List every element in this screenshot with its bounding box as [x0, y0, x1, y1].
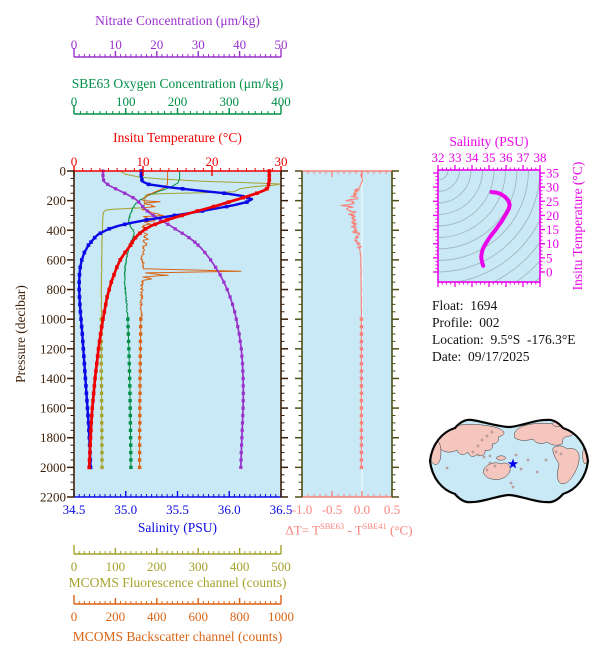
float-id-line: Float: 1694 — [432, 298, 498, 313]
nitrate-axis-title: Nitrate Concentration (μm/kg) — [95, 13, 260, 28]
svg-text:30: 30 — [546, 180, 559, 195]
svg-text:36: 36 — [500, 150, 514, 165]
ts-temperature-axis-title: Insitu Temperature (°C) — [570, 161, 585, 291]
svg-text:0: 0 — [71, 609, 78, 624]
svg-text:400: 400 — [271, 94, 291, 109]
svg-text:400: 400 — [147, 609, 167, 624]
float-info-block: Float: 1694 Profile: 002 Location: 9.5°S… — [432, 297, 576, 365]
svg-text:20: 20 — [206, 154, 219, 169]
svg-text:0: 0 — [60, 164, 67, 179]
svg-text:400: 400 — [47, 223, 67, 238]
svg-text:200: 200 — [47, 193, 67, 208]
svg-text:600: 600 — [188, 609, 208, 624]
svg-text:35: 35 — [483, 150, 496, 165]
map-continents — [430, 420, 588, 489]
svg-text:34.5: 34.5 — [63, 502, 86, 517]
date-line: Date: 09/17/2025 — [432, 349, 530, 364]
fluorescence-axis-title: MCOMS Fluorescence channel (counts) — [68, 575, 287, 590]
delta-t-panel: -1.0 -0.5 0.0 0.5 — [292, 170, 400, 517]
svg-text:800: 800 — [47, 282, 67, 297]
svg-text:36.5: 36.5 — [270, 502, 293, 517]
svg-text:100: 100 — [106, 559, 126, 574]
svg-text:2000: 2000 — [40, 460, 66, 475]
svg-text:36.0: 36.0 — [218, 502, 241, 517]
svg-text:1000: 1000 — [268, 609, 294, 624]
backscatter-axis-title: MCOMS Backscatter channel (counts) — [72, 629, 283, 644]
salinity-axis-title: Salinity (PSU) — [137, 520, 218, 535]
svg-text:30: 30 — [192, 37, 205, 52]
temperature-axis-title: Insitu Temperature (°C) — [113, 130, 242, 145]
svg-text:20: 20 — [546, 208, 559, 223]
svg-text:2200: 2200 — [40, 490, 66, 505]
svg-text:0.5: 0.5 — [384, 502, 400, 517]
svg-text:400: 400 — [230, 559, 250, 574]
svg-text:50: 50 — [275, 37, 288, 52]
svg-text:500: 500 — [271, 559, 291, 574]
svg-text:0: 0 — [71, 154, 78, 169]
svg-text:600: 600 — [47, 252, 67, 267]
svg-text:200: 200 — [168, 94, 188, 109]
svg-text:0: 0 — [71, 37, 78, 52]
svg-text:1800: 1800 — [40, 430, 66, 445]
svg-text:10: 10 — [546, 236, 559, 251]
svg-text:1000: 1000 — [40, 312, 66, 327]
location-line: Location: 9.5°S -176.3°E — [432, 332, 576, 347]
svg-text:300: 300 — [220, 94, 240, 109]
float-location-marker — [507, 458, 519, 469]
svg-text:1400: 1400 — [40, 371, 66, 386]
svg-text:30: 30 — [275, 154, 288, 169]
profile-line: Profile: 002 — [432, 315, 500, 330]
svg-text:20: 20 — [150, 37, 163, 52]
svg-text:-0.5: -0.5 — [322, 502, 343, 517]
svg-text:0: 0 — [546, 265, 553, 280]
svg-text:0: 0 — [71, 94, 78, 109]
svg-text:37: 37 — [517, 150, 531, 165]
svg-text:33: 33 — [449, 150, 462, 165]
svg-text:200: 200 — [147, 559, 167, 574]
svg-text:300: 300 — [188, 559, 208, 574]
oxygen-axis-title: SBE63 Oxygen Concentration (μm/kg) — [71, 76, 284, 91]
svg-text:25: 25 — [546, 194, 559, 209]
svg-text:200: 200 — [106, 609, 126, 624]
svg-text:0: 0 — [71, 559, 78, 574]
svg-text:10: 10 — [137, 154, 150, 169]
svg-text:32: 32 — [432, 150, 445, 165]
delta-t-axis-label: ΔT= TSBE63 - TSBE41 (°C) — [285, 521, 413, 538]
profile-panel — [74, 169, 281, 497]
svg-text:1200: 1200 — [40, 341, 66, 356]
profile-panel-frame: 0 10 20 30 34.5 35.0 35.5 36.0 36.5 0 200 400 600 800… — [40, 154, 292, 517]
svg-text:10: 10 — [109, 37, 122, 52]
svg-text:-1.0: -1.0 — [292, 502, 313, 517]
svg-text:38: 38 — [534, 150, 547, 165]
world-map — [428, 418, 590, 504]
svg-text:15: 15 — [546, 222, 559, 237]
pressure-axis-title: Pressure (decibar) — [13, 285, 28, 383]
svg-text:40: 40 — [233, 37, 246, 52]
ts-diagram-title: Salinity (PSU) — [449, 134, 529, 149]
svg-text:34: 34 — [466, 150, 480, 165]
svg-text:35: 35 — [546, 166, 559, 181]
svg-text:800: 800 — [230, 609, 250, 624]
svg-text:0.0: 0.0 — [354, 502, 370, 517]
svg-text:35.0: 35.0 — [114, 502, 137, 517]
svg-text:35.5: 35.5 — [166, 502, 189, 517]
svg-text:5: 5 — [546, 250, 553, 265]
svg-text:1600: 1600 — [40, 401, 66, 416]
svg-text:100: 100 — [116, 94, 136, 109]
